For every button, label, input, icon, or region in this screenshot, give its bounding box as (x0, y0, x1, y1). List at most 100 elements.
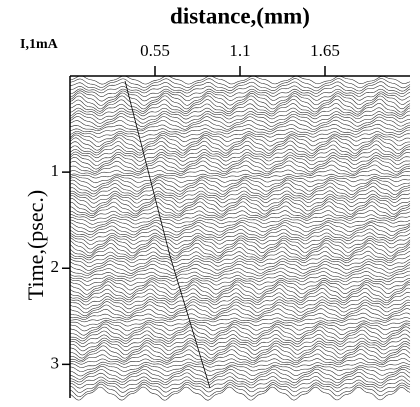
wave-trace (69, 103, 411, 115)
wave-trace (69, 298, 411, 310)
wave-trace (69, 210, 411, 219)
y-tick-label: 3 (51, 353, 60, 372)
wave-trace (69, 287, 411, 301)
wave-trace (69, 179, 411, 192)
wave-trace (69, 263, 411, 274)
wave-trace (69, 323, 411, 336)
wave-trace (69, 270, 411, 280)
wave-trace (69, 267, 411, 277)
wave-trace (70, 81, 411, 92)
wave-trace (69, 239, 411, 254)
wave-trace (69, 291, 411, 304)
chart-title: distance,(mm) (170, 3, 310, 28)
wave-trace (70, 375, 411, 386)
wave-trace (69, 116, 411, 128)
wave-trace (69, 222, 411, 233)
wave-trace (69, 364, 411, 372)
wave-trace (70, 340, 411, 352)
wave-trace (69, 132, 411, 143)
wave-trace (69, 134, 410, 147)
wave-trace (69, 361, 411, 368)
wave-trace (69, 144, 411, 157)
wave-trace (69, 173, 411, 179)
wave-trace (69, 113, 411, 124)
drift-line (124, 80, 211, 389)
wave-trace (69, 329, 411, 343)
wave-trace (69, 123, 411, 133)
wave-trace (69, 164, 411, 175)
wave-trace (69, 308, 411, 319)
wave-trace (69, 175, 411, 184)
wave-trace (69, 127, 411, 135)
wave-trace (69, 368, 411, 380)
wave-trace (69, 148, 411, 159)
wave-trace (69, 353, 411, 364)
wave-trace (69, 169, 411, 177)
wave-trace (69, 257, 411, 267)
wave-trace (69, 345, 411, 359)
wave-trace (70, 217, 411, 225)
wave-trace (69, 326, 411, 340)
wave-trace (69, 337, 411, 348)
wave-trace (69, 279, 411, 291)
wave-trace (69, 201, 411, 215)
wave-trace (69, 284, 410, 299)
wave-trace (69, 177, 411, 188)
wave-trace (69, 321, 411, 332)
wave-trace (69, 90, 411, 102)
wave-trace (69, 301, 411, 314)
y-tick-label: 1 (51, 161, 60, 180)
wave-trace (69, 110, 411, 120)
wave-trace (69, 304, 411, 317)
y-axis-label: Time,(psec.) (23, 190, 48, 300)
wave-trace (69, 224, 411, 236)
wave-trace (69, 296, 411, 306)
wave-trace (69, 78, 411, 89)
wave-trace (69, 255, 411, 264)
wave-trace (69, 151, 411, 162)
wave-trace (69, 371, 411, 384)
wave-trace (69, 195, 411, 208)
wave-trace (69, 156, 411, 170)
corner-label: I,1mA (20, 37, 59, 52)
wave-trace (69, 277, 411, 286)
wave-trace (69, 92, 411, 106)
wave-trace (69, 193, 411, 204)
wave-traces (69, 75, 411, 401)
wave-trace (69, 232, 411, 242)
x-tick-label: 1.65 (310, 41, 340, 60)
x-tick-label: 1.1 (229, 41, 250, 60)
wave-trace (69, 312, 411, 321)
wave-trace (69, 131, 411, 138)
wave-trace (69, 235, 411, 245)
wave-trace (69, 228, 411, 239)
y-tick-label: 2 (51, 257, 60, 276)
wave-trace (69, 198, 411, 212)
wave-trace (69, 242, 411, 257)
wave-trace (69, 119, 411, 130)
wave-trace (69, 98, 411, 113)
wave-trace (69, 186, 411, 198)
wave-trace (70, 214, 411, 221)
wave-trace (70, 319, 411, 327)
wave-trace (69, 95, 411, 110)
wave-trace (70, 317, 411, 323)
wave-trace (69, 154, 410, 166)
wave-trace (69, 190, 411, 201)
wave-trace (69, 219, 411, 229)
wave-trace (69, 160, 411, 173)
wave-trace (69, 349, 411, 362)
wave-trace (69, 107, 411, 117)
wave-trace (69, 137, 411, 151)
wave-trace (69, 386, 411, 401)
wave-trace (69, 250, 411, 262)
wave-trace (69, 383, 411, 398)
wave-trace (69, 237, 411, 250)
wave-trace (69, 182, 411, 196)
wave-trace (69, 88, 411, 97)
wave-trace (69, 381, 411, 393)
wave-trace (69, 366, 411, 377)
wave-trace (69, 140, 411, 154)
x-tick-label: 0.55 (140, 41, 170, 60)
wave-trace (69, 342, 411, 356)
